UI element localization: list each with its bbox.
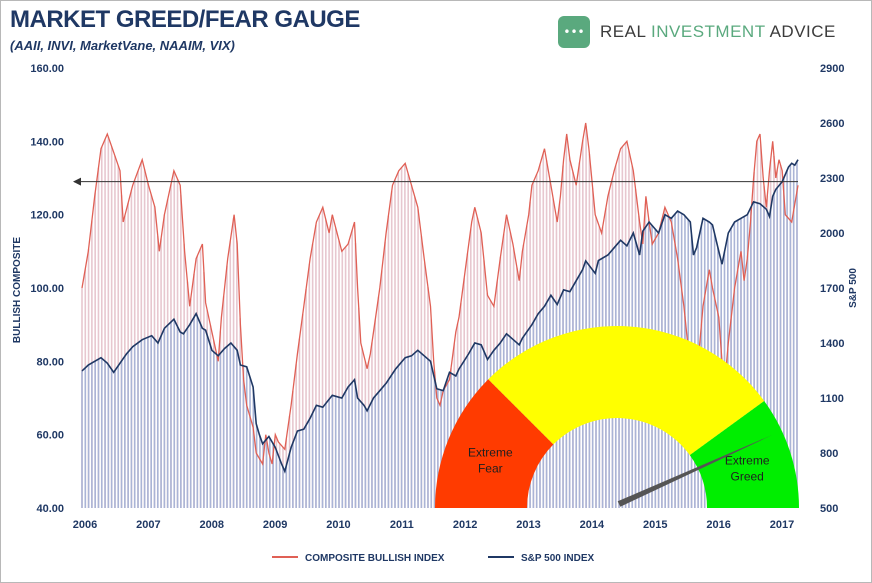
gauge-label-fear-line1: Extreme [468,445,513,459]
x-tick-label: 2011 [390,519,414,531]
x-tick-label: 2009 [263,519,287,531]
legend-label-spx: S&P 500 INDEX [521,553,595,564]
y-tick-label: 120.00 [30,210,64,222]
lines-layer [81,122,799,474]
brand-word-2: INVESTMENT [651,22,766,41]
x-tick-label: 2017 [770,519,794,531]
chat-bubble-icon: ••• [558,16,590,48]
y2-tick-label: 1100 [820,393,844,405]
y-axis-title: BULLISH COMPOSITE [12,237,23,343]
y-tick-label: 60.00 [36,430,64,442]
gauge: Extreme Fear Extreme Greed [435,326,799,508]
y2-tick-label: 2000 [820,228,844,240]
x-tick-label: 2012 [453,519,477,531]
y2-tick-label: 2300 [820,173,844,185]
gauge-label-fear-line2: Fear [478,461,503,475]
y2-tick-label: 500 [820,503,838,515]
axes-layer: 40.00 60.00 80.00 100.00 120.00 140.00 160.00 5… [12,63,859,531]
gauge-zone-greed [689,401,799,508]
y2-tick-label: 1400 [820,338,844,350]
y2-axis-title: S&P 500 [848,268,859,308]
chart-subtitle: (AAII, INVI, MarketVane, NAAIM, VIX) [10,38,235,53]
y-tick-label: 40.00 [36,503,64,515]
gauge-label-greed-line1: Extreme [725,453,770,467]
x-tick-label: 2015 [643,519,667,531]
x-tick-label: 2013 [516,519,540,531]
brand-logo: ••• REAL INVESTMENT ADVICE [558,16,836,48]
chart-title: MARKET GREED/FEAR GAUGE [10,6,360,33]
brand-word-3: ADVICE [769,22,836,41]
series-spx-line [81,159,799,474]
y-tick-label: 160.00 [30,63,64,75]
y-tick-label: 100.00 [30,283,64,295]
y2-tick-label: 2600 [820,118,844,130]
x-tick-label: 2016 [706,519,730,531]
gauge-zone-fear [435,379,554,508]
x-tick-label: 2007 [136,519,160,531]
x-tick-label: 2014 [580,519,605,531]
x-tick-label: 2008 [199,519,223,531]
y-tick-label: 80.00 [36,356,64,368]
series-composite-bullish-line [81,122,799,467]
brand-word-1: REAL [600,22,646,41]
gauge-needle [617,434,773,507]
y2-tick-label: 1700 [820,283,844,295]
gauge-label-greed-line2: Greed [730,469,763,483]
legend: COMPOSITE BULLISH INDEX S&P 500 INDEX [272,553,595,564]
legend-label-bullish: COMPOSITE BULLISH INDEX [305,553,445,564]
x-tick-label: 2010 [326,519,350,531]
y-tick-label: 140.00 [30,136,64,148]
x-tick-label: 2006 [73,519,97,531]
y2-tick-label: 800 [820,448,838,460]
y2-tick-label: 2900 [820,63,844,75]
brand-name: REAL INVESTMENT ADVICE [600,22,836,42]
gauge-zone-neutral [488,326,765,456]
